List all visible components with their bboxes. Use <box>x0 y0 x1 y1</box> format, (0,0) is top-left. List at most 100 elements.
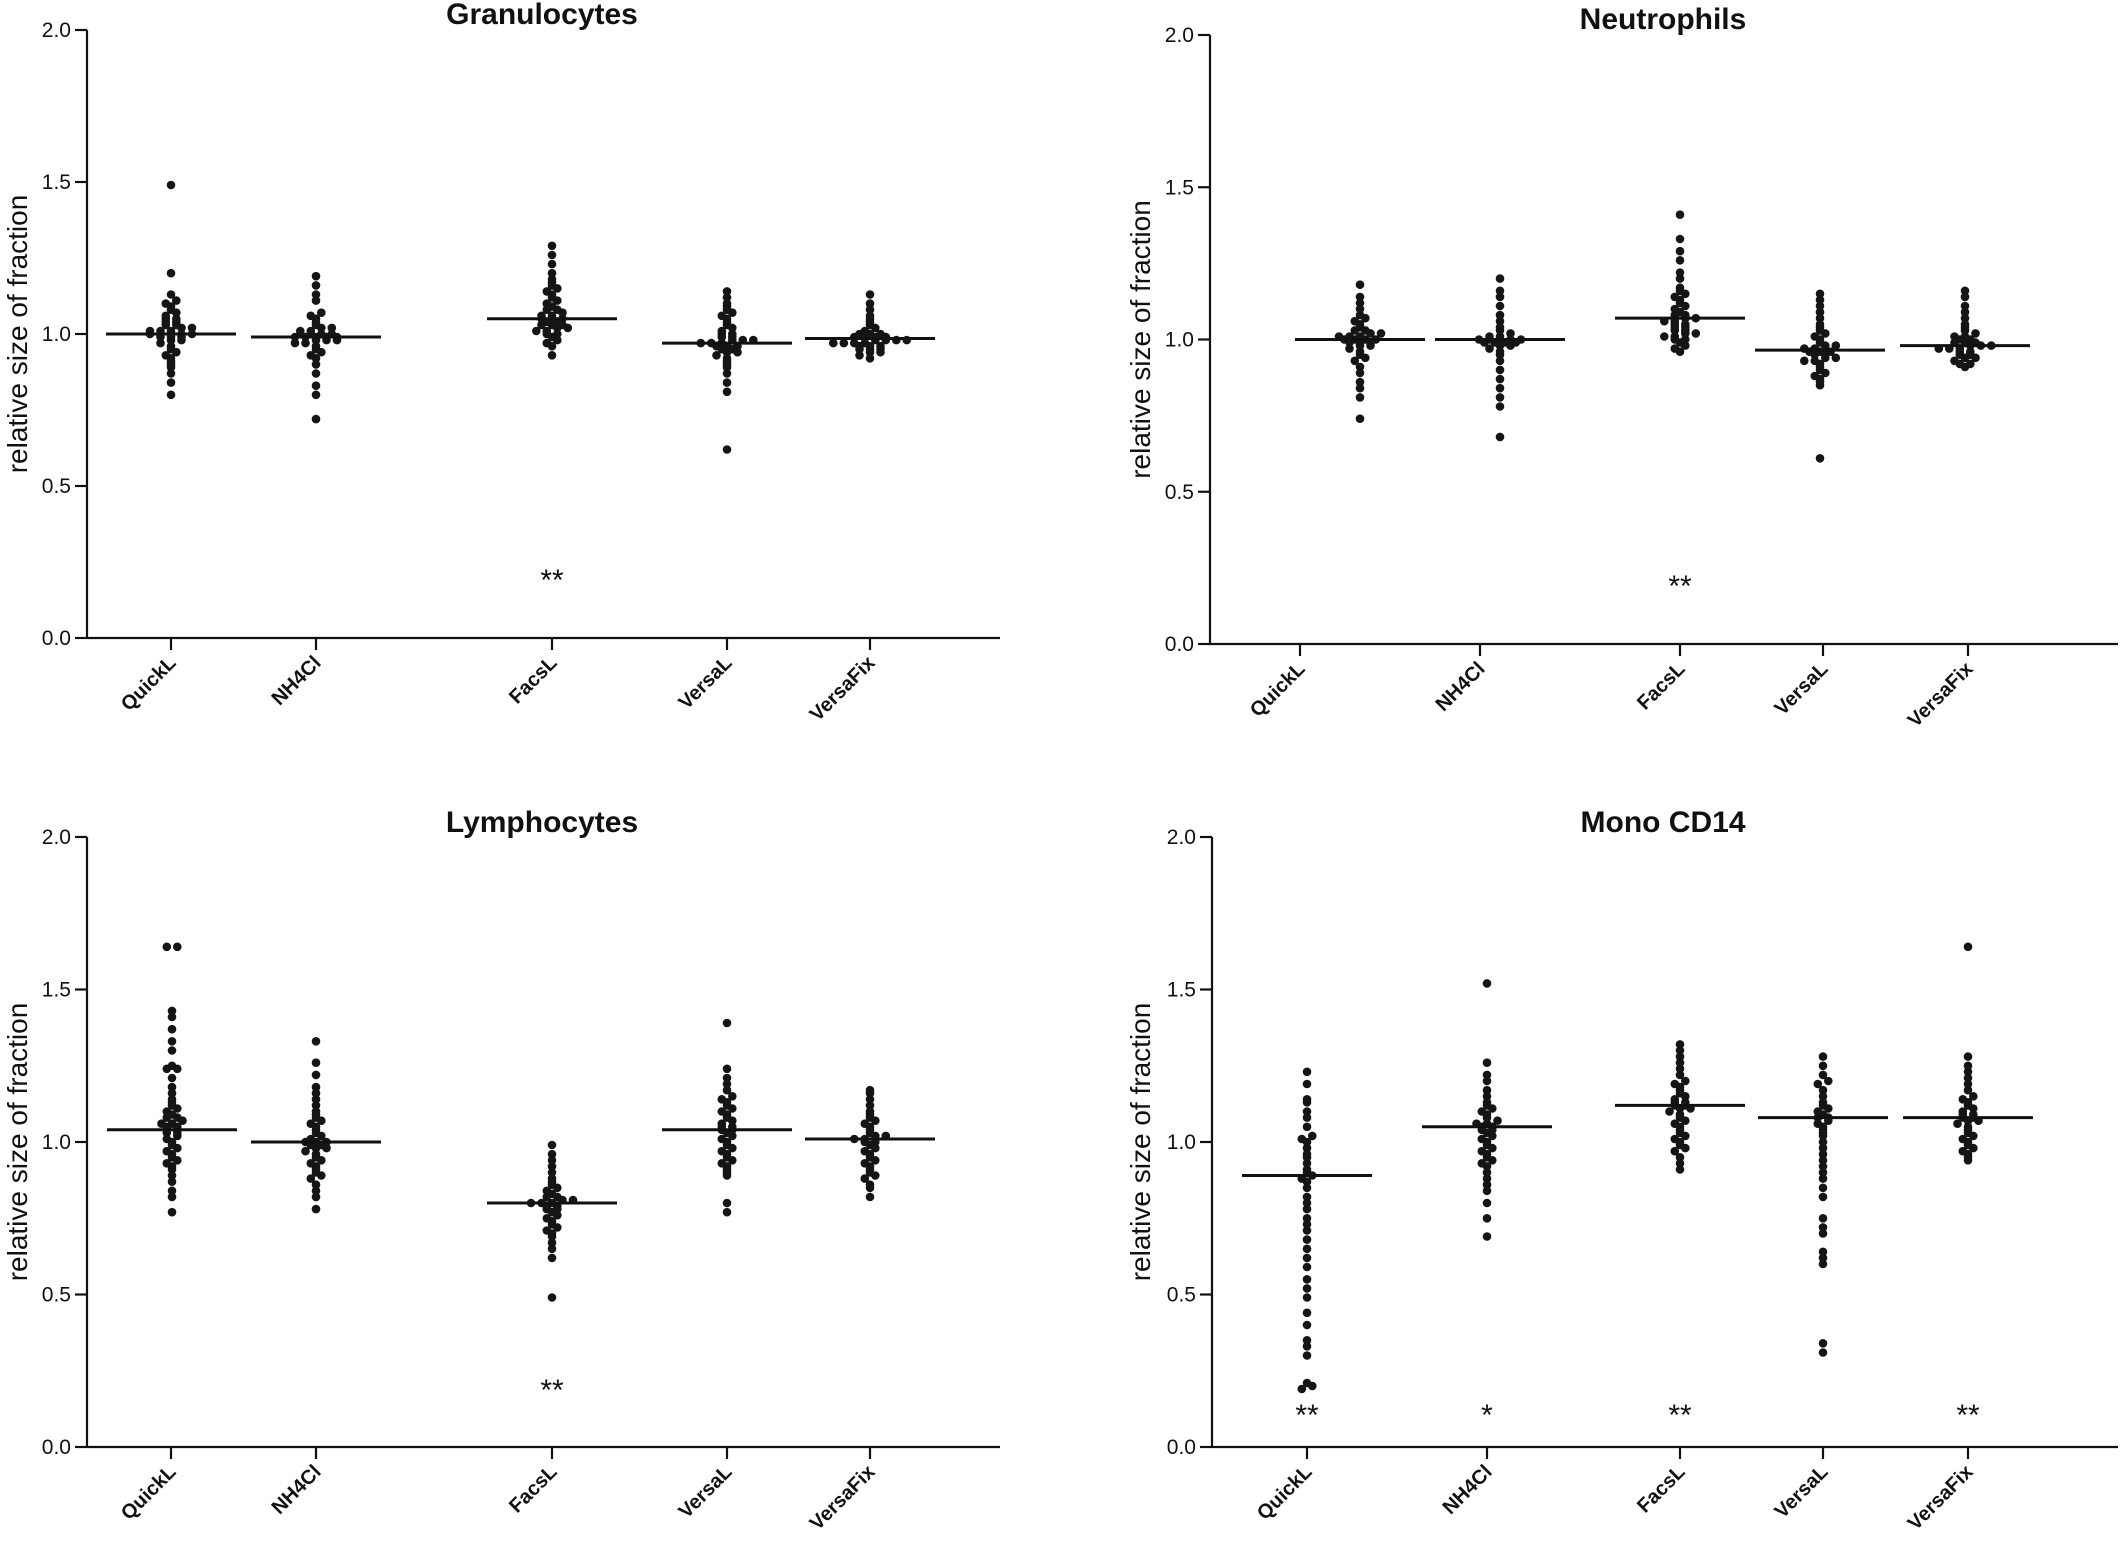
data-point <box>1355 292 1365 302</box>
data-point <box>306 311 316 321</box>
data-point <box>1675 246 1685 256</box>
data-point <box>1302 1226 1312 1235</box>
data-point <box>547 1149 557 1159</box>
data-point <box>1495 432 1505 442</box>
x-tick-label: VersaFix <box>806 1461 880 1535</box>
data-point <box>1355 298 1365 308</box>
data-point <box>1963 1061 1973 1071</box>
x-tick-label: VersaFix <box>806 652 880 726</box>
data-point <box>839 338 849 348</box>
data-point <box>167 1061 177 1071</box>
data-point <box>311 360 321 369</box>
data-point <box>1302 1262 1312 1272</box>
y-axis-label: relative size of fraction <box>1125 200 1156 479</box>
data-point <box>1495 374 1505 384</box>
data-point <box>1950 332 1959 341</box>
data-point <box>1815 307 1825 317</box>
data-point <box>1302 1113 1312 1122</box>
data-point <box>1506 329 1515 338</box>
data-point <box>311 1070 321 1080</box>
data-point <box>1495 286 1505 296</box>
data-point <box>1482 1070 1492 1080</box>
data-point <box>722 293 732 302</box>
data-point <box>167 1024 177 1034</box>
data-point <box>1675 210 1685 219</box>
data-point <box>1958 1095 1968 1104</box>
data-point <box>1355 368 1365 378</box>
data-point <box>1815 320 1825 329</box>
data-point <box>167 1012 177 1022</box>
data-point <box>172 314 181 324</box>
data-point <box>1818 1259 1828 1269</box>
data-point <box>1818 1052 1828 1061</box>
data-point <box>865 305 875 315</box>
data-point <box>1302 1204 1312 1214</box>
chart-title: Lymphocytes <box>446 806 638 839</box>
data-point <box>167 1207 177 1217</box>
y-tick-label: 1.0 <box>42 323 71 346</box>
x-tick-label: NH4Cl <box>1439 1461 1497 1519</box>
data-point <box>1495 402 1505 411</box>
y-tick-label: 0.5 <box>1167 1284 1196 1307</box>
y-tick-label: 1.5 <box>42 979 71 1002</box>
data-point <box>1960 320 1970 329</box>
data-point <box>1670 1095 1680 1104</box>
data-point <box>1818 1162 1828 1171</box>
y-tick-label: 1.0 <box>1165 329 1194 352</box>
chart-panel-1: Neutrophils relative size of fraction 0.0 0… <box>1125 3 2118 732</box>
data-point <box>547 351 557 360</box>
y-tick-label: 0.5 <box>1165 481 1194 504</box>
data-point <box>722 378 732 387</box>
data-point <box>1831 341 1841 350</box>
data-point <box>1966 359 1975 369</box>
data-point <box>876 329 885 339</box>
data-point <box>1675 268 1685 277</box>
data-point <box>1818 1137 1828 1147</box>
significance-marker: ** <box>1295 1399 1319 1432</box>
data-point <box>876 341 885 351</box>
data-point <box>1818 1156 1828 1165</box>
data-point <box>167 1171 177 1180</box>
data-point <box>1302 1159 1312 1168</box>
x-tick-label: VersaFix <box>1904 658 1978 732</box>
data-point <box>717 311 727 321</box>
data-point <box>532 326 541 336</box>
data-point <box>722 1198 732 1208</box>
data-point <box>1482 1076 1492 1086</box>
significance-marker: ** <box>1668 1399 1692 1432</box>
data-point <box>1818 1070 1828 1080</box>
y-tick-label: 0.0 <box>1167 1436 1196 1459</box>
data-point <box>1477 1146 1487 1156</box>
data-point <box>1818 1214 1828 1223</box>
y-tick-label: 2.0 <box>42 826 71 849</box>
data-point <box>1675 1165 1685 1174</box>
data-point <box>1482 1058 1492 1067</box>
data-point <box>1302 1192 1312 1202</box>
data-point <box>1482 1198 1492 1208</box>
data-point <box>1495 292 1505 302</box>
data-point <box>1482 1168 1492 1177</box>
data-point <box>1675 1046 1685 1055</box>
data-point <box>860 1146 870 1156</box>
data-point <box>1818 1339 1828 1348</box>
data-point <box>542 338 552 348</box>
data-point <box>1665 1107 1674 1116</box>
data-point <box>1971 329 1980 338</box>
data-point <box>187 323 197 333</box>
data-point <box>553 329 562 339</box>
data-point <box>722 287 732 296</box>
data-point <box>167 1119 177 1128</box>
data-point <box>1953 1119 1962 1128</box>
data-point <box>167 1037 177 1046</box>
data-point <box>547 275 557 284</box>
data-point <box>1302 1143 1312 1153</box>
data-point <box>1818 1192 1828 1202</box>
data-point <box>547 259 557 269</box>
data-point <box>311 296 321 305</box>
data-point <box>547 1253 557 1263</box>
data-point <box>1831 353 1841 363</box>
data-point <box>722 1073 732 1083</box>
data-point <box>1960 307 1970 317</box>
data-point <box>850 338 859 348</box>
data-point <box>1824 1076 1833 1086</box>
